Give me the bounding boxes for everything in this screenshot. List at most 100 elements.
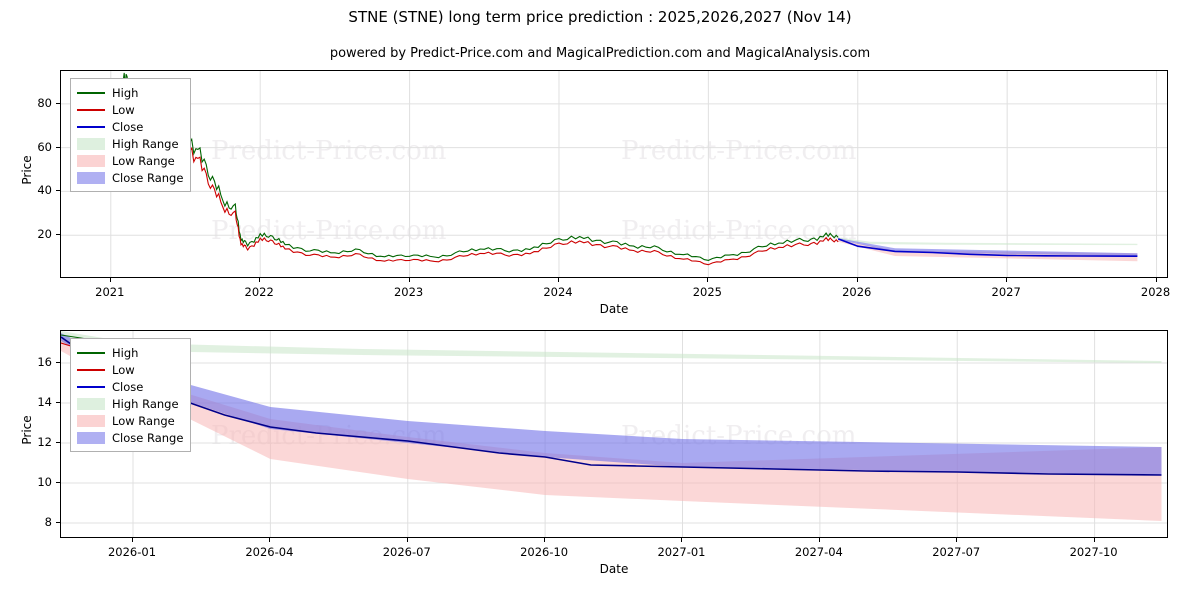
bottom-y-tick-label: 14 <box>37 395 52 409</box>
bottom-x-tick-label: 2026-01 <box>107 545 157 559</box>
bottom-y-tickmark <box>56 362 60 363</box>
top-x-tickmark <box>259 278 261 282</box>
legend-label: Low Range <box>112 413 175 428</box>
page-subtitle: powered by Predict-Price.com and Magical… <box>329 46 871 61</box>
bottom-x-tickmark <box>132 538 133 542</box>
legend-label: Close <box>112 379 144 394</box>
bottom-x-tickmark <box>544 538 546 542</box>
top-x-tick-label: 2026 <box>842 285 872 299</box>
bottom-plot-area: Predict-Price.com Predict-Price.com <box>60 330 1168 538</box>
legend-swatch-icon <box>77 121 105 132</box>
top-x-tickmark <box>109 278 111 282</box>
bottom-x-tickmark <box>681 538 683 542</box>
top-y-tickmark <box>56 234 60 236</box>
top-y-tick-label: 80 <box>37 95 52 110</box>
top-x-tick-label: 2027 <box>991 285 1021 299</box>
legend-swatch-icon <box>77 104 105 115</box>
legend-label: Low <box>112 102 135 117</box>
legend-label: Low <box>112 362 135 377</box>
legend-swatch-icon <box>77 414 105 427</box>
watermark-left2: Predict-Price.com <box>211 216 447 246</box>
legend-swatch-icon <box>77 397 105 410</box>
legend-item-close-range: Close Range <box>77 169 183 186</box>
bottom-x-tickmark <box>1093 538 1095 542</box>
top-y-tick-label: 20 <box>37 227 52 242</box>
legend-swatch-icon <box>77 347 105 358</box>
top-x-tickmark <box>856 278 858 282</box>
legend-item-low-range: Low Range <box>77 152 183 169</box>
bottom-x-tick-label: 2027-01 <box>657 545 706 559</box>
bottom-x-tickmark <box>269 538 271 542</box>
bottom-x-tick-label: 2026-04 <box>245 545 294 559</box>
bottom-y-tickmark <box>56 522 60 523</box>
legend-label: Close <box>112 119 144 134</box>
legend-item-high-range: High Range <box>77 395 183 412</box>
top-legend: High Low Close High Range Low Range Close Ran… <box>70 78 192 192</box>
bottom-y-tickmark <box>56 482 60 483</box>
legend-swatch-icon <box>77 381 105 392</box>
top-x-tick-label: 2024 <box>543 285 573 299</box>
legend-item-close-range: Close Range <box>77 429 183 446</box>
legend-item-high: High <box>77 84 183 101</box>
bottom-x-tickmark <box>956 538 958 542</box>
top-y-tickmark <box>56 190 60 192</box>
top-y-tick-label: 60 <box>37 139 52 154</box>
top-chart-svg <box>61 71 1167 277</box>
watermark-left: Predict-Price.com <box>211 136 447 166</box>
legend-item-close: Close <box>77 118 183 135</box>
page-title: STNE (STNE) long term price prediction :… <box>348 8 852 26</box>
legend-label: Close Range <box>112 430 184 445</box>
legend-swatch-icon <box>77 171 105 184</box>
bottom-y-tick-label: 12 <box>37 435 52 449</box>
bottom-y-axis-label: Price <box>20 415 34 445</box>
bottom-legend: High Low Close High Range Low Range Close Ran… <box>70 338 192 452</box>
bottom-x-tickmark <box>406 538 408 542</box>
legend-label: High Range <box>112 136 179 151</box>
bottom-x-tickmark <box>818 538 820 542</box>
bottom-y-tick-label: 10 <box>37 475 52 489</box>
legend-item-high-range: High Range <box>77 135 183 152</box>
bottom-x-tick-label: 2027-10 <box>1069 545 1118 559</box>
legend-swatch-icon <box>77 364 105 375</box>
top-x-tickmark <box>1006 278 1008 282</box>
legend-label: High <box>112 345 139 360</box>
legend-swatch-icon <box>77 137 105 150</box>
top-x-tick-label: 2021 <box>95 285 125 299</box>
legend-item-close: Close <box>77 378 183 395</box>
bottom-x-tick-label: 2026-07 <box>382 545 431 559</box>
top-x-tickmark <box>707 278 709 282</box>
top-x-tick-label: 2022 <box>244 285 274 299</box>
top-x-tickmark <box>408 278 410 282</box>
bottom-x-axis-label: Date <box>599 562 629 576</box>
legend-item-high: High <box>77 344 183 361</box>
top-x-tick-label: 2025 <box>692 285 722 299</box>
legend-label: Close Range <box>112 170 184 185</box>
bottom-chart-svg <box>61 331 1167 537</box>
legend-label: Low Range <box>112 153 175 168</box>
top-x-tick-label: 2023 <box>393 285 424 299</box>
top-x-axis-label: Date <box>599 302 629 316</box>
legend-swatch-icon <box>77 87 105 98</box>
top-x-tick-label: 2028 <box>1140 285 1171 299</box>
bottom-y-tick-label: 16 <box>37 355 52 369</box>
bottom-x-tick-label: 2027-07 <box>932 545 981 559</box>
top-plot-area: Predict-Price.com Predict-Price.com Pred… <box>60 70 1168 278</box>
legend-item-low: Low <box>77 101 183 118</box>
top-y-tickmark <box>56 102 60 104</box>
top-x-tickmark <box>557 278 559 282</box>
legend-item-low: Low <box>77 361 183 378</box>
legend-swatch-icon <box>77 431 105 444</box>
legend-label: High <box>112 85 139 100</box>
bottom-x-tick-label: 2026-10 <box>520 545 569 559</box>
top-x-tickmark <box>1155 278 1157 282</box>
legend-label: High Range <box>112 396 179 411</box>
legend-item-low-range: Low Range <box>77 412 183 429</box>
top-y-tick-label: 40 <box>37 183 52 198</box>
top-y-tickmark <box>56 146 60 148</box>
bottom-y-tickmark <box>56 402 60 403</box>
bottom-x-tick-label: 2027-04 <box>794 545 843 559</box>
legend-swatch-icon <box>77 154 105 167</box>
watermark-mid: Predict-Price.com <box>621 136 857 166</box>
bottom-y-tickmark <box>56 442 60 443</box>
